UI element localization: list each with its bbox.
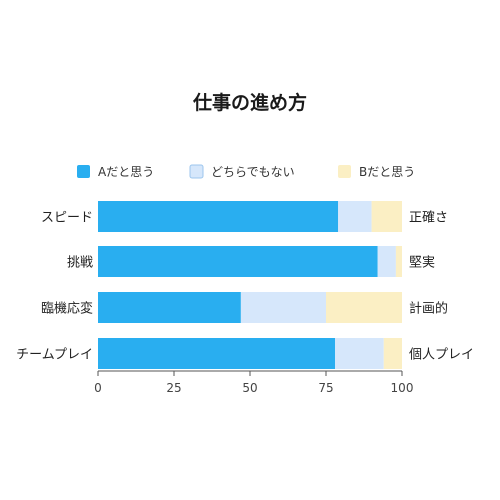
bars — [98, 201, 402, 369]
x-tick-label: 75 — [318, 381, 333, 395]
bar-segment — [377, 246, 396, 277]
category-label-right: 個人プレイ — [409, 348, 474, 363]
bar-segment — [371, 201, 402, 232]
bar-segment — [98, 338, 336, 369]
x-tick-label: 50 — [242, 381, 257, 395]
category-label-left: 臨機応変 — [41, 301, 93, 317]
category-label-right: 堅実 — [409, 255, 435, 271]
legend-swatch — [338, 165, 351, 178]
bar-segment — [98, 292, 241, 323]
bar-segment — [98, 201, 339, 232]
bar-segment — [326, 292, 402, 323]
category-label-right: 計画的 — [409, 301, 448, 317]
legend-label: どちらでもない — [211, 165, 295, 179]
legend-swatch — [189, 164, 204, 179]
x-tick-label: 0 — [94, 381, 102, 395]
legend-item: Bだと思う — [338, 165, 415, 179]
legend-label: Aだと思う — [98, 165, 154, 179]
legend-swatch — [77, 165, 90, 178]
x-tick-label: 100 — [391, 381, 414, 395]
category-label-right: 正確さ — [409, 210, 448, 226]
legend-item: どちらでもない — [189, 164, 295, 179]
category-label-left: 挑戦 — [67, 256, 93, 271]
category-label-left: チームプレイ — [16, 348, 93, 363]
bar-segment — [338, 201, 372, 232]
legend-label: Bだと思う — [359, 165, 415, 179]
bar-segment — [383, 338, 402, 369]
bar-segment — [395, 246, 402, 277]
bar-segment — [335, 338, 384, 369]
chart-title: 仕事の進め方 — [192, 91, 307, 114]
category-label-left: スピード — [41, 211, 93, 226]
bar-segment — [240, 292, 326, 323]
legend-item: Aだと思う — [77, 165, 154, 179]
bar-segment — [98, 246, 378, 277]
legend: Aだと思う どちらでもない Bだと思う — [77, 164, 415, 179]
x-axis: 0 25 50 75 100 — [94, 370, 414, 395]
x-tick-label: 25 — [166, 381, 181, 395]
